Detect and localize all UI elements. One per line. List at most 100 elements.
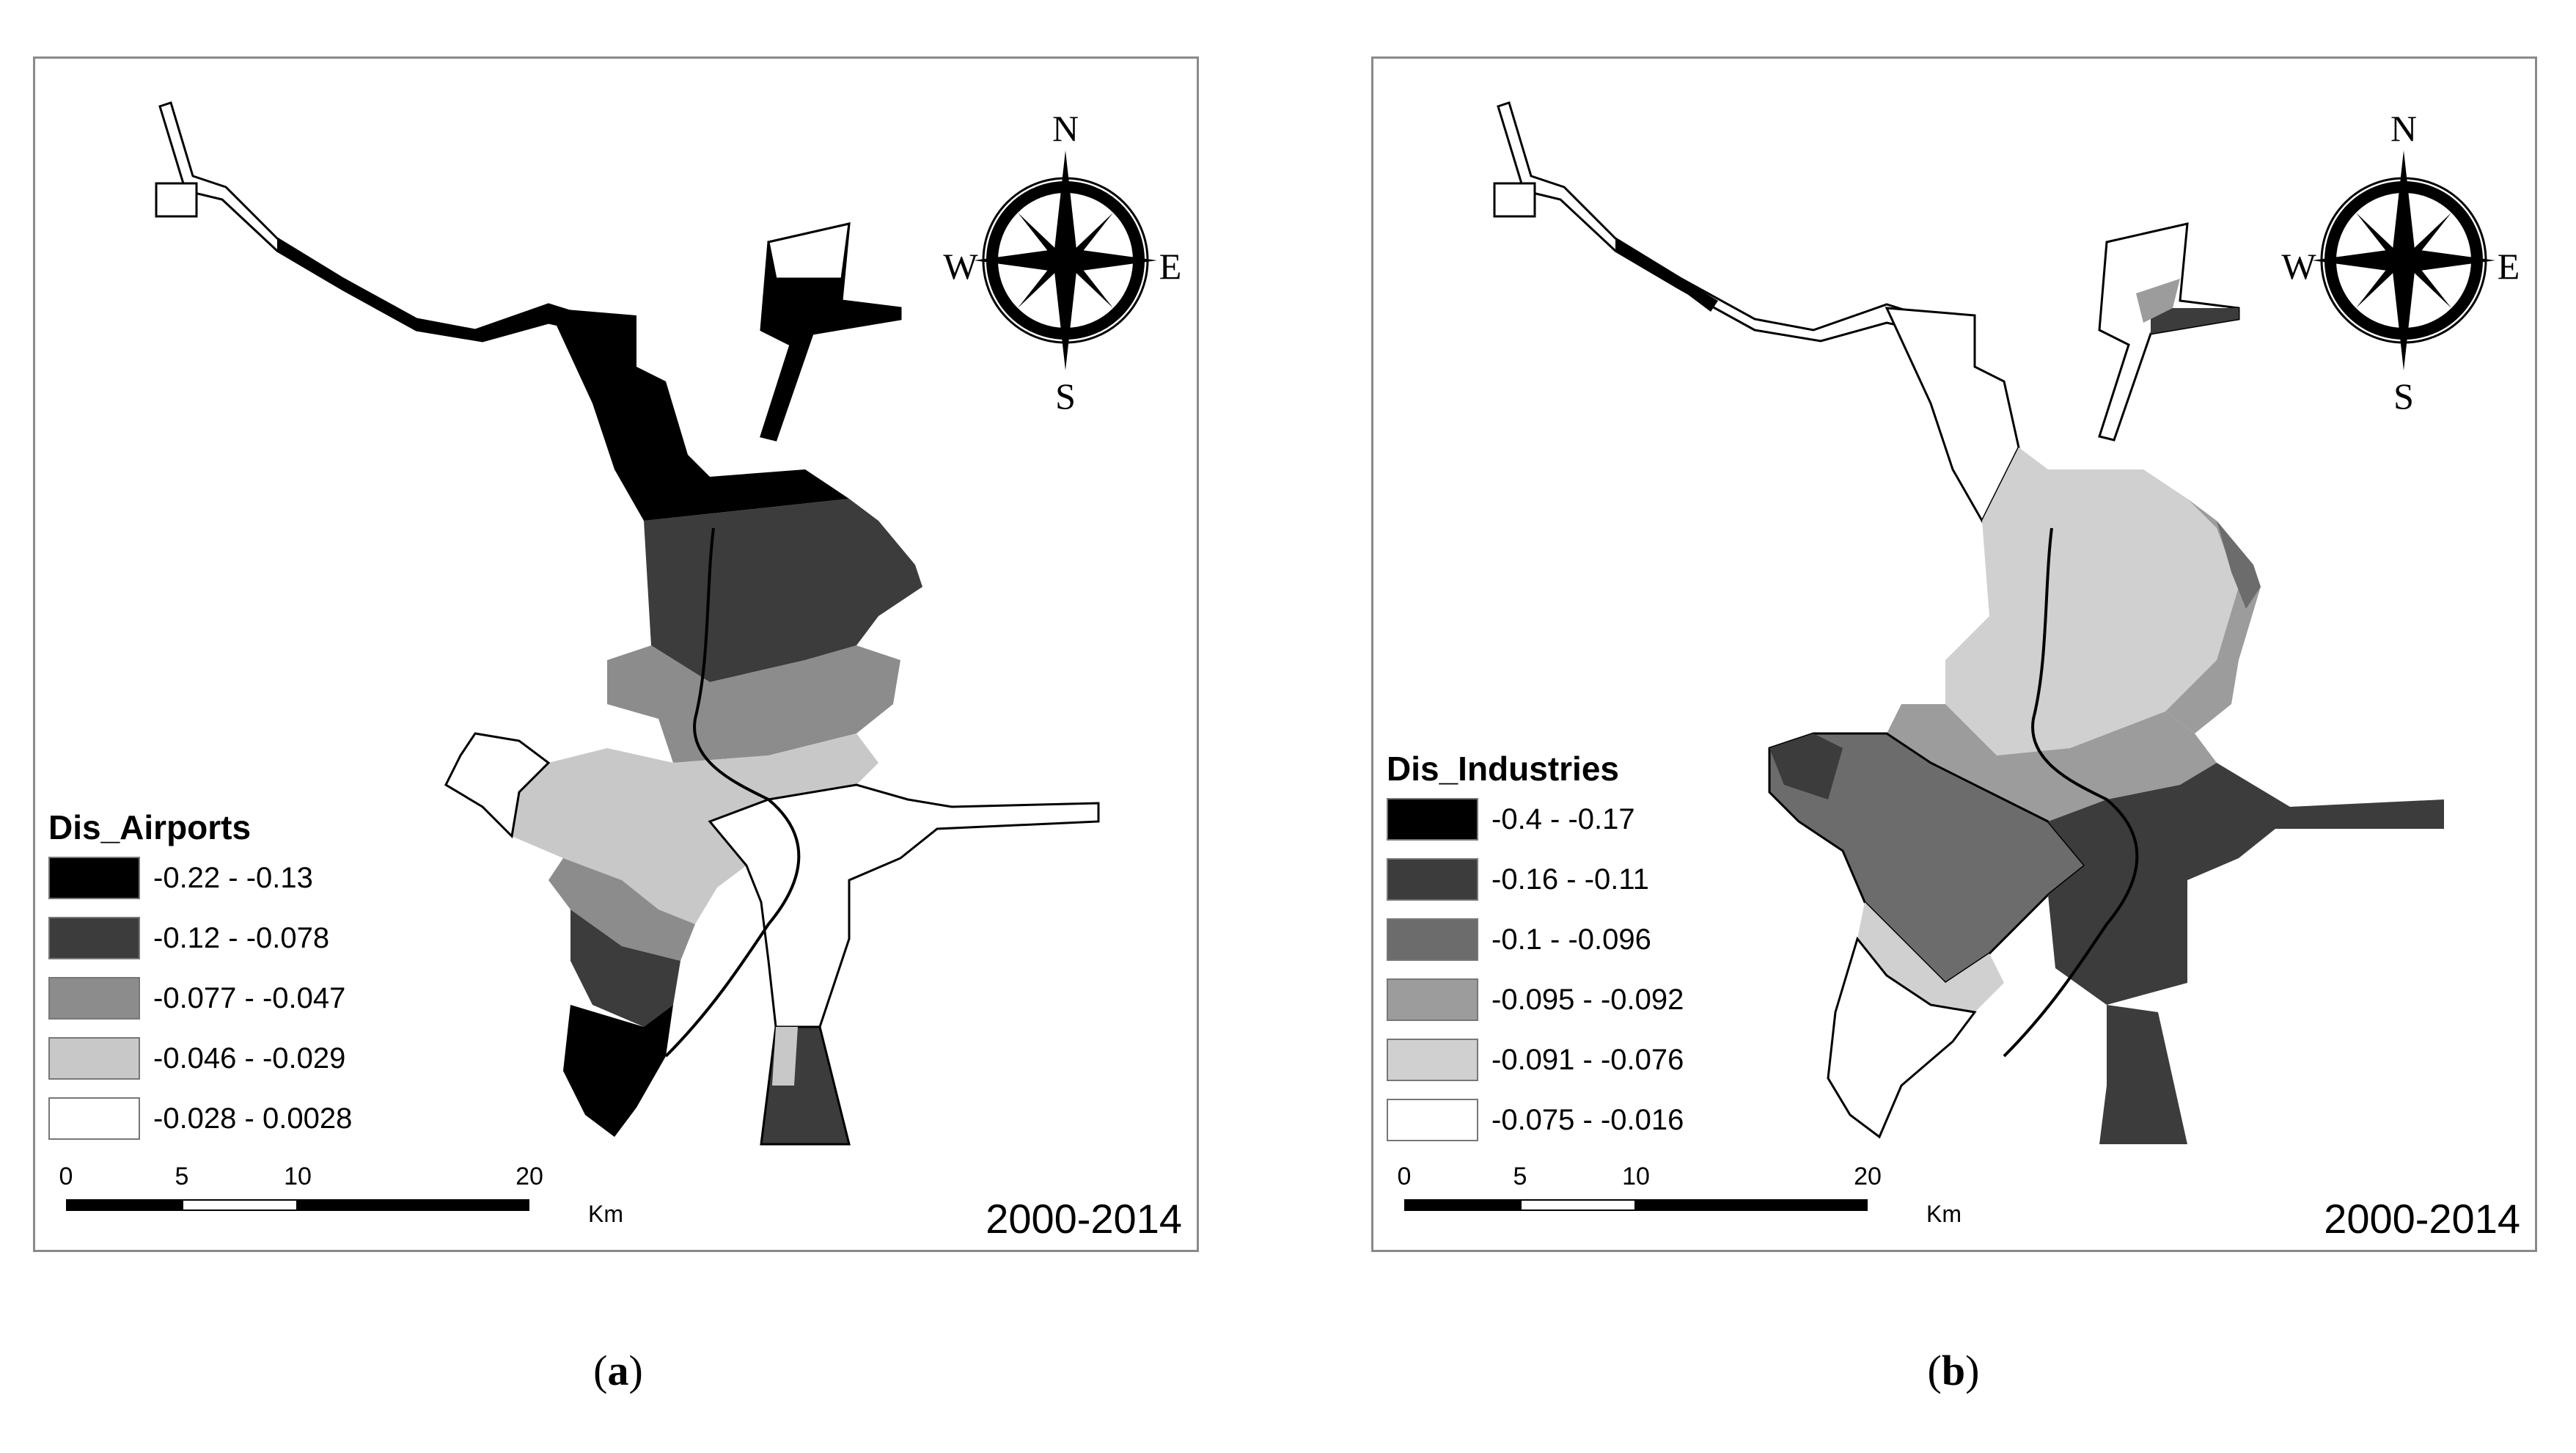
- scale-segment: [1404, 1199, 1520, 1211]
- legend-label: -0.077 - -0.047: [153, 981, 346, 1014]
- legend-label: -0.12 - -0.078: [153, 921, 330, 954]
- scale-segment: [66, 1199, 182, 1211]
- legend-swatch: [48, 977, 140, 1020]
- nw-corridor-zone-dark: [1615, 238, 1718, 312]
- compass-south-label: S: [2393, 376, 2414, 417]
- legend-label: -0.046 - -0.029: [153, 1042, 346, 1075]
- compass-rose: N S E W: [943, 99, 1186, 422]
- compass-north-label: N: [1052, 108, 1079, 149]
- zone-band-3-north: [607, 645, 900, 763]
- ne-spur-top: [767, 222, 851, 280]
- scale-unit: Km: [588, 1201, 623, 1227]
- legend-item: -0.028 - 0.0028: [48, 1088, 352, 1149]
- zone-band-3-south: [548, 858, 695, 961]
- legend-item: -0.075 - -0.016: [1387, 1090, 1684, 1150]
- nw-corridor-outline: [1497, 101, 1955, 343]
- scale-tick: 20: [1854, 1163, 1882, 1190]
- scale-tick: 20: [515, 1163, 543, 1190]
- zone-light-north: [1945, 447, 2239, 755]
- legend-title: Dis_Industries: [1387, 750, 1619, 788]
- north-core-zone: [548, 308, 849, 521]
- west-pocket: [444, 732, 551, 839]
- nw-corridor-zone-dark: [277, 238, 614, 341]
- legend-label: -0.028 - 0.0028: [153, 1102, 353, 1135]
- legend-item: -0.16 - -0.11: [1387, 849, 1684, 910]
- legend-item: -0.22 - -0.13: [48, 848, 352, 908]
- legend-swatch: [1387, 798, 1478, 841]
- scale-segment: [298, 1199, 529, 1211]
- subfigure-label-a: (a): [593, 1347, 643, 1394]
- zone-band-2-south: [570, 910, 680, 1027]
- study-area-map: [1493, 101, 2444, 1144]
- zone-band-5-east: [708, 783, 1100, 1028]
- legend-item: -0.095 - -0.092: [1387, 970, 1684, 1030]
- river-line: [2003, 527, 2139, 1058]
- legend-item: -0.4 - -0.17: [1387, 789, 1684, 849]
- legend-swatch: [48, 917, 140, 959]
- subfigure-letter: b: [1941, 1347, 1966, 1394]
- compass-south-label: S: [1055, 376, 1076, 417]
- period-label: 2000-2014: [2324, 1196, 2520, 1242]
- zone-east-edge: [2217, 521, 2261, 609]
- zone-band-2-north: [644, 499, 922, 682]
- scale-bar: 0 5 10 20 Km: [1398, 1163, 1962, 1229]
- legend-swatch: [48, 1037, 140, 1080]
- legend-swatch: [48, 857, 140, 899]
- scale-segment: [182, 1199, 298, 1211]
- subfigure-label-b: (b): [1927, 1347, 1980, 1394]
- nw-outpost: [1493, 182, 1536, 218]
- map-panel-airports: N S E W Dis_Airports -0.22 - -0.13 -0.12…: [33, 56, 1199, 1252]
- legend-item: -0.091 - -0.076: [1387, 1030, 1684, 1090]
- legend: Dis_Airports -0.22 - -0.13 -0.12 - -0.07…: [48, 807, 352, 1149]
- zone-west-medium: [1768, 732, 2087, 984]
- compass-rose: N S E W: [2281, 99, 2525, 422]
- ne-spur: [2098, 222, 2240, 442]
- compass-star-icon: [2312, 150, 2495, 370]
- legend-label: -0.075 - -0.016: [1491, 1103, 1684, 1136]
- scale-bar: 0 5 10 20 Km: [59, 1163, 623, 1229]
- zone-southwest-white: [1827, 936, 1977, 1139]
- subfigure-letter: a: [607, 1347, 629, 1394]
- zone-south-tip: [2099, 1005, 2187, 1144]
- legend-item: -0.12 - -0.078: [48, 908, 352, 968]
- compass-east-label: E: [2497, 246, 2520, 287]
- legend-swatch: [1387, 858, 1478, 901]
- legend-label: -0.1 - -0.096: [1491, 923, 1651, 956]
- scale-tick: 0: [59, 1163, 73, 1190]
- study-area-map: [155, 101, 1100, 1146]
- scale-unit: Km: [1926, 1201, 1962, 1227]
- legend-label: -0.4 - -0.17: [1491, 802, 1635, 835]
- scale-tick: 0: [1397, 1163, 1412, 1190]
- legend-swatch: [1387, 1099, 1478, 1141]
- legend-label: -0.22 - -0.13: [153, 861, 313, 894]
- scale-tick: 10: [1622, 1163, 1650, 1190]
- scale-segment: [1520, 1199, 1636, 1211]
- scale-segment: [1636, 1199, 1868, 1211]
- legend: Dis_Industries -0.4 - -0.17 -0.16 - -0.1…: [1387, 748, 1684, 1150]
- west-notch: [1769, 733, 1843, 799]
- zone-mid-band: [1887, 704, 2217, 821]
- legend-item: -0.1 - -0.096: [1387, 910, 1684, 970]
- zone-east-dark: [2048, 763, 2444, 1005]
- legend-swatch: [1387, 918, 1478, 961]
- river-line: [664, 527, 801, 1058]
- compass-star-icon: [974, 150, 1157, 370]
- legend-swatch: [1387, 1039, 1478, 1081]
- zone-southwest-light: [1857, 902, 2004, 1012]
- map-panel-industries: N S E W Dis_Industries -0.4 - -0.17 -0.1…: [1371, 56, 2537, 1252]
- scale-tick: 10: [284, 1163, 312, 1190]
- ne-spur-dark: [2151, 308, 2239, 334]
- scale-tick: 5: [1513, 1163, 1527, 1190]
- legend-label: -0.16 - -0.11: [1491, 863, 1649, 896]
- legend-item: -0.046 - -0.029: [48, 1028, 352, 1088]
- compass-east-label: E: [1159, 246, 1182, 287]
- period-label: 2000-2014: [986, 1196, 1182, 1242]
- legend-swatch: [48, 1097, 140, 1140]
- legend-item: -0.077 - -0.047: [48, 968, 352, 1028]
- legend-swatch: [1387, 978, 1478, 1021]
- se-wedge-light: [772, 1027, 798, 1086]
- compass-west-label: W: [943, 246, 978, 287]
- legend-label: -0.095 - -0.092: [1491, 983, 1684, 1016]
- scale-tick: 5: [175, 1163, 189, 1190]
- legend-label: -0.091 - -0.076: [1491, 1043, 1684, 1076]
